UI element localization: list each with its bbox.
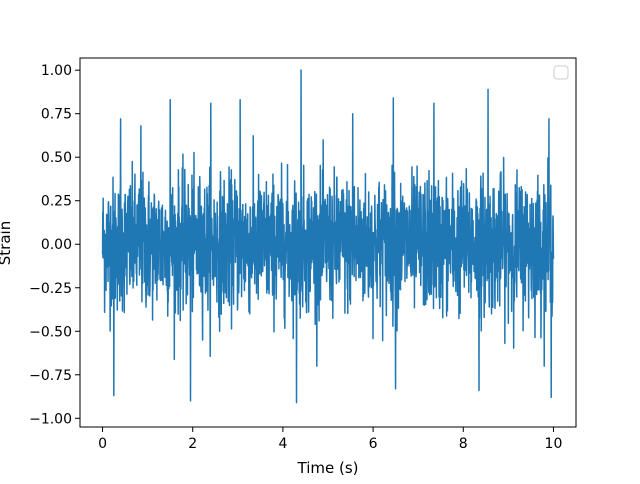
y-tick-label: −0.75 — [29, 368, 72, 384]
x-tick-label: 10 — [545, 436, 563, 452]
y-tick-label: 0.75 — [41, 107, 72, 123]
y-tick-label: −0.25 — [29, 281, 72, 297]
x-tick-label: 4 — [278, 436, 287, 452]
y-tick-label: −0.50 — [29, 324, 72, 340]
x-tick-label: 0 — [98, 436, 107, 452]
series-line — [101, 69, 555, 404]
axes-frame — [79, 57, 577, 428]
x-axis-label: Time (s) — [297, 459, 359, 477]
x-tick-label: 2 — [188, 436, 197, 452]
plot-area — [101, 69, 555, 404]
legend-box — [553, 65, 569, 80]
y-tick-label: 0.00 — [41, 237, 72, 253]
x-tick-label: 6 — [369, 436, 378, 452]
y-tick-label: 0.25 — [41, 194, 72, 210]
x-tick-label: 8 — [459, 436, 468, 452]
axes — [79, 57, 577, 428]
y-axis-label: Strain — [0, 221, 14, 265]
y-tick-label: −1.00 — [29, 411, 72, 427]
y-tick-label: 1.00 — [41, 63, 72, 79]
ticks: 0 2 4 6 8 10 −1.00 −0.75 −0.50 −0.25 0.00 0.25 0.50 0… — [29, 63, 562, 452]
y-tick-label: 0.50 — [41, 150, 72, 166]
